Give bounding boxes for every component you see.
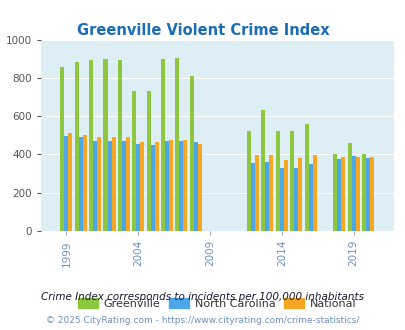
Bar: [83, 135, 87, 231]
Bar: [117, 60, 121, 231]
Bar: [175, 58, 179, 231]
Bar: [283, 160, 287, 231]
Bar: [197, 144, 201, 231]
Bar: [189, 76, 193, 231]
Bar: [265, 162, 269, 231]
Bar: [333, 154, 337, 231]
Bar: [164, 141, 168, 231]
Bar: [179, 141, 183, 231]
Bar: [97, 137, 101, 231]
Bar: [75, 62, 79, 231]
Bar: [261, 111, 265, 231]
Bar: [347, 143, 351, 231]
Bar: [254, 155, 258, 231]
Bar: [369, 157, 373, 231]
Bar: [308, 164, 312, 231]
Bar: [337, 159, 341, 231]
Bar: [304, 124, 308, 231]
Bar: [312, 155, 316, 231]
Bar: [89, 60, 93, 231]
Bar: [361, 154, 365, 231]
Bar: [154, 142, 158, 231]
Bar: [126, 137, 130, 231]
Text: Greenville Violent Crime Index: Greenville Violent Crime Index: [77, 23, 328, 38]
Bar: [132, 91, 136, 231]
Bar: [247, 131, 250, 231]
Bar: [290, 131, 294, 231]
Bar: [351, 156, 355, 231]
Bar: [136, 144, 140, 231]
Bar: [111, 137, 115, 231]
Bar: [355, 157, 359, 231]
Bar: [79, 137, 83, 231]
Bar: [341, 157, 344, 231]
Bar: [107, 141, 111, 231]
Bar: [250, 163, 254, 231]
Bar: [146, 91, 150, 231]
Bar: [279, 168, 283, 231]
Bar: [140, 142, 144, 231]
Bar: [183, 140, 187, 231]
Bar: [160, 59, 164, 231]
Bar: [365, 158, 369, 231]
Bar: [150, 145, 154, 231]
Bar: [168, 140, 173, 231]
Bar: [60, 67, 64, 231]
Legend: Greenville, North Carolina, National: Greenville, North Carolina, National: [73, 294, 360, 314]
Bar: [269, 155, 273, 231]
Bar: [297, 158, 301, 231]
Bar: [294, 168, 297, 231]
Bar: [103, 59, 107, 231]
Text: © 2025 CityRating.com - https://www.cityrating.com/crime-statistics/: © 2025 CityRating.com - https://www.city…: [46, 315, 359, 325]
Bar: [122, 141, 126, 231]
Bar: [64, 136, 68, 231]
Bar: [68, 133, 72, 231]
Bar: [93, 141, 97, 231]
Text: Crime Index corresponds to incidents per 100,000 inhabitants: Crime Index corresponds to incidents per…: [41, 292, 364, 302]
Bar: [193, 142, 197, 231]
Bar: [275, 131, 279, 231]
